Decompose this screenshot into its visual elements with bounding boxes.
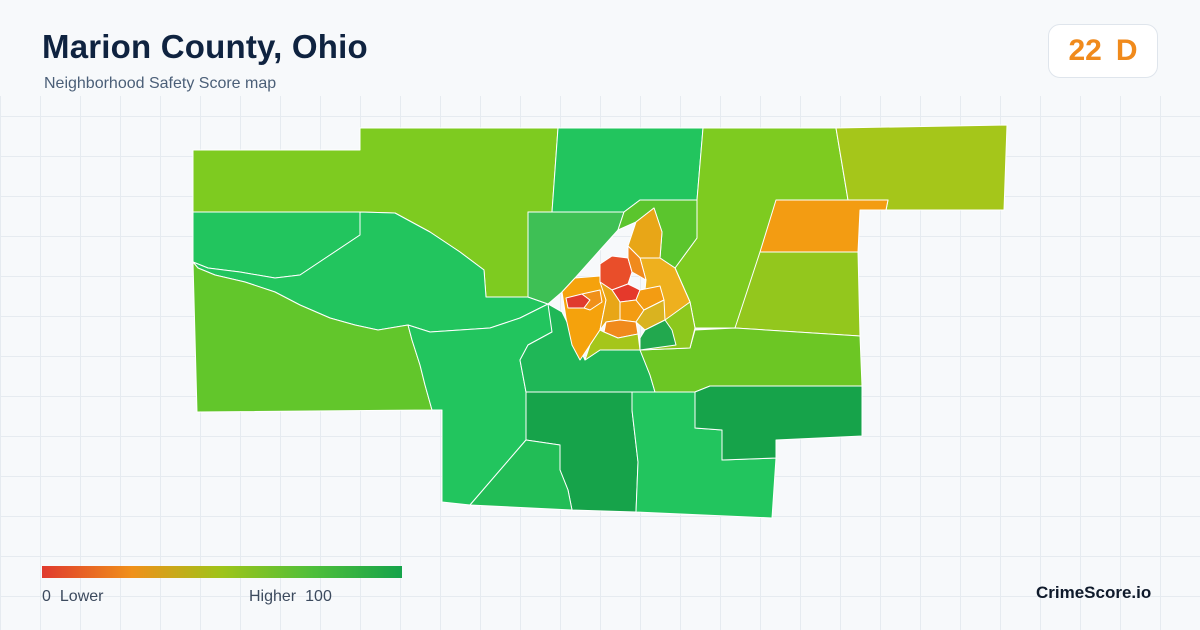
legend-min-label: Lower [60,588,104,605]
brand-logo-text[interactable]: CrimeScore.io [1036,583,1151,603]
region-northeast[interactable] [836,125,1007,210]
legend-high-label: Higher 100 [249,588,332,606]
legend-low-label: 0 Lower [42,588,103,606]
region-northeast-orange[interactable] [760,200,888,252]
legend-max-value: 100 [305,588,332,605]
region-north-central[interactable] [552,128,703,212]
legend-color-scale [42,566,402,578]
legend-min-value: 0 [42,588,51,605]
legend-gradient-rect [42,566,402,578]
legend-max-label: Higher [249,588,296,605]
